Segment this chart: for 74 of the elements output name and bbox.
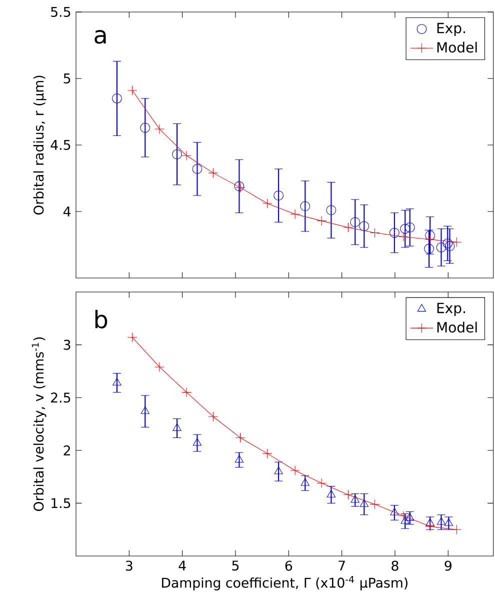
point: [404, 222, 415, 232]
point: [436, 517, 446, 525]
x-tick-label: 4: [178, 560, 186, 570]
point: [172, 423, 182, 431]
y-tick-label: 3: [64, 340, 70, 350]
point: [235, 432, 246, 443]
y-tick-label: 2.5: [51, 392, 70, 403]
point: [316, 478, 327, 488]
point: [127, 332, 138, 342]
point: [192, 438, 202, 446]
point: [360, 499, 368, 507]
point: [300, 478, 310, 486]
point: [274, 190, 284, 200]
x-tick-label: 7: [338, 560, 345, 570]
y-tick-label: 2: [64, 445, 70, 456]
point: [390, 508, 399, 516]
point: [274, 466, 283, 474]
y-tick-label: 1.5: [52, 498, 70, 508]
point: [398, 232, 408, 242]
point: [442, 238, 453, 248]
point: [350, 217, 360, 228]
point: [290, 466, 300, 476]
point: [452, 524, 462, 535]
point: [390, 228, 400, 238]
point: [343, 490, 354, 500]
x-tick-label: 3: [126, 560, 132, 571]
point: [208, 412, 218, 422]
y-tick-label: 5.5: [51, 7, 70, 17]
point: [127, 86, 138, 96]
point: [343, 222, 354, 232]
point: [326, 490, 336, 498]
y-axis-title: Orbital radius, r (μm): [33, 76, 46, 215]
x-tick-label: 9: [444, 560, 452, 571]
annotation: b: [95, 310, 108, 328]
y-axis-title: Orbital velocity, v (mms$^{-1}$): [32, 337, 46, 511]
point: [300, 201, 310, 212]
point: [154, 124, 164, 134]
point: [182, 387, 192, 398]
y-tick-label: 5: [64, 74, 70, 84]
point: [452, 237, 462, 248]
point: [424, 244, 434, 254]
point: [370, 228, 380, 238]
point: [140, 406, 150, 414]
point: [140, 122, 150, 133]
point: [425, 230, 435, 240]
point: [262, 198, 272, 208]
point: [154, 362, 164, 372]
legend-label: Model: [437, 322, 477, 333]
legend-label: Model: [437, 42, 477, 53]
y-tick-label: 4: [63, 206, 71, 216]
point: [112, 94, 122, 104]
x-axis-title: Damping coefficient, Γ (x10$^{-4}$ μPasm): [162, 576, 408, 590]
legend-label: Exp.: [437, 22, 465, 36]
point: [326, 205, 336, 216]
legend-label: Exp.: [437, 302, 465, 316]
point: [436, 242, 446, 252]
point: [425, 234, 435, 244]
point: [370, 499, 380, 510]
x-tick-label: 5: [232, 560, 239, 571]
point: [182, 150, 192, 161]
y-tick-label: 4.5: [50, 140, 70, 150]
annotation: a: [94, 30, 106, 44]
point: [172, 149, 182, 160]
point: [359, 221, 370, 232]
point: [262, 448, 272, 459]
point: [426, 518, 434, 526]
x-tick-label: 6: [285, 560, 292, 571]
x-tick-label: 8: [392, 560, 398, 571]
point: [444, 241, 455, 252]
point: [208, 168, 218, 178]
point: [316, 216, 327, 226]
point: [290, 209, 300, 220]
point: [112, 378, 122, 386]
point: [192, 164, 202, 174]
